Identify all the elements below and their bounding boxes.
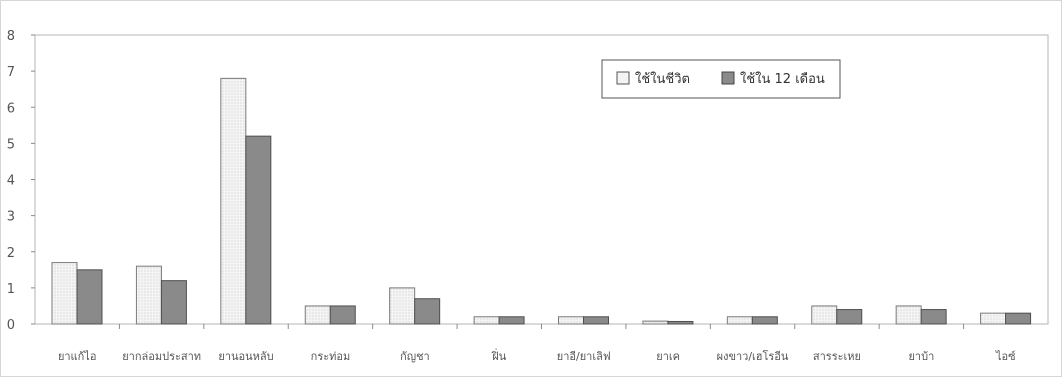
bar-series [51, 77, 1032, 325]
bar-last-12-months [836, 309, 863, 325]
bar-lifetime [811, 305, 838, 325]
legend-label: ใช้ในชีวิต [635, 71, 690, 87]
bar-lifetime [135, 265, 162, 325]
bar-lifetime [558, 316, 584, 325]
y-tick-label: 6 [7, 101, 15, 116]
bar-lifetime [726, 316, 753, 325]
x-category-label: ยานอนหลับ [218, 350, 273, 363]
bar-lifetime [51, 262, 78, 325]
x-category-label: ยาแก้ไอ [58, 350, 97, 363]
bar-last-12-months [1005, 312, 1032, 325]
legend-swatch [721, 71, 735, 85]
x-category-label: ยาเค [656, 350, 680, 363]
x-category-label: กระท่อม [311, 350, 351, 363]
bar-last-12-months [920, 309, 947, 325]
bar-last-12-months [245, 135, 272, 325]
bar-lifetime [895, 305, 922, 325]
legend-box [601, 59, 841, 99]
x-category-label: ผงขาว/เฮโรอีน [717, 349, 789, 363]
bar-lifetime [980, 312, 1007, 325]
plot-area [34, 34, 1049, 325]
x-category-label: สารระเหย [813, 350, 861, 363]
x-category-label: กัญชา [400, 350, 430, 363]
bar-lifetime [642, 320, 669, 325]
legend-swatch [616, 71, 630, 85]
x-category-label: ยาอี/ยาเลิฟ [557, 350, 611, 363]
bar-lifetime [304, 305, 331, 325]
bar-last-12-months [498, 316, 525, 325]
bar-lifetime [473, 316, 500, 325]
x-category-label: ฝิ่น [491, 348, 507, 363]
y-tick-label: 7 [7, 65, 15, 80]
y-tick-label: 2 [7, 246, 15, 261]
bar-last-12-months [329, 305, 356, 325]
x-axis: ยาแก้ไอ ยากล่อมประสาท ยานอนหลับ กระท่อม กัญช… [58, 324, 1016, 363]
bar-last-12-months [667, 320, 694, 325]
y-tick-label: 4 [7, 174, 15, 189]
y-tick-label: 5 [7, 137, 15, 152]
bar-last-12-months [76, 269, 103, 325]
x-category-label: ไอซ์ [995, 350, 1016, 363]
y-tick-label: 1 [7, 282, 15, 297]
x-category-label: ยากล่อมประสาท [122, 350, 201, 363]
x-category-label: ยาบ้า [908, 350, 934, 363]
bar-last-12-months [583, 316, 609, 325]
y-tick-label: 8 [7, 29, 15, 44]
bar-lifetime [389, 287, 416, 325]
y-tick-label: 0 [7, 318, 15, 333]
bar-last-12-months [414, 298, 441, 325]
legend-label: ใช้ใน 12 เดือน [740, 71, 825, 87]
legend: ใช้ในชีวิต ใช้ใน 12 เดือน [601, 59, 841, 99]
bar-last-12-months [751, 316, 778, 325]
y-tick-label: 3 [7, 210, 15, 225]
bar-last-12-months [160, 280, 187, 325]
bar-lifetime [220, 77, 247, 325]
y-axis: 0 1 2 3 4 5 6 7 8 [7, 29, 35, 333]
